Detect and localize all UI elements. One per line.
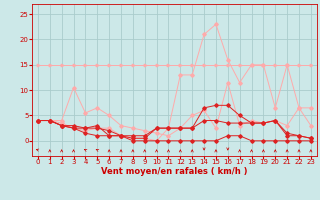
X-axis label: Vent moyen/en rafales ( km/h ): Vent moyen/en rafales ( km/h ) (101, 167, 248, 176)
